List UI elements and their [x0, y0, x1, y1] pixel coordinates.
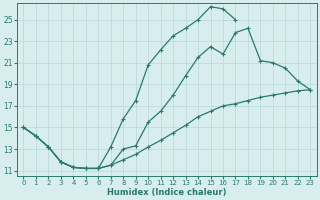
X-axis label: Humidex (Indice chaleur): Humidex (Indice chaleur) [107, 188, 227, 197]
